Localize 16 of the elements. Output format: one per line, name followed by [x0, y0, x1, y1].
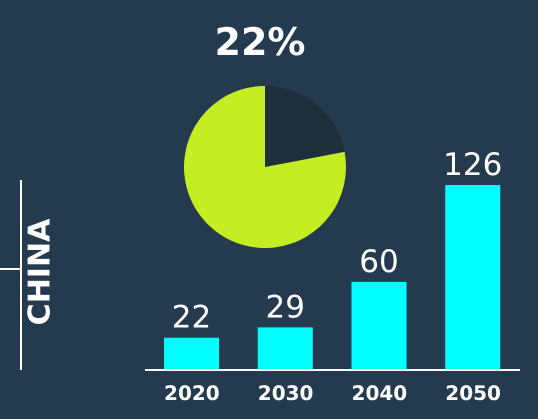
x-tick-label: 2040 [352, 381, 408, 406]
x-tick-label: 2020 [164, 381, 220, 406]
data-label: 29 [266, 289, 305, 326]
pie-slice [265, 86, 345, 167]
data-label: 22 [172, 300, 212, 336]
bar [164, 338, 219, 370]
data-label: 126 [443, 147, 502, 183]
y-axis-title: CHINA [22, 218, 58, 326]
chart-title: 22% [214, 20, 306, 64]
bar [258, 327, 313, 370]
data-label: 60 [359, 244, 399, 280]
pie-slice [184, 86, 346, 248]
bar [352, 282, 406, 370]
x-tick-label: 2030 [258, 381, 314, 406]
bar [445, 185, 500, 370]
x-tick-label: 2050 [445, 381, 501, 406]
